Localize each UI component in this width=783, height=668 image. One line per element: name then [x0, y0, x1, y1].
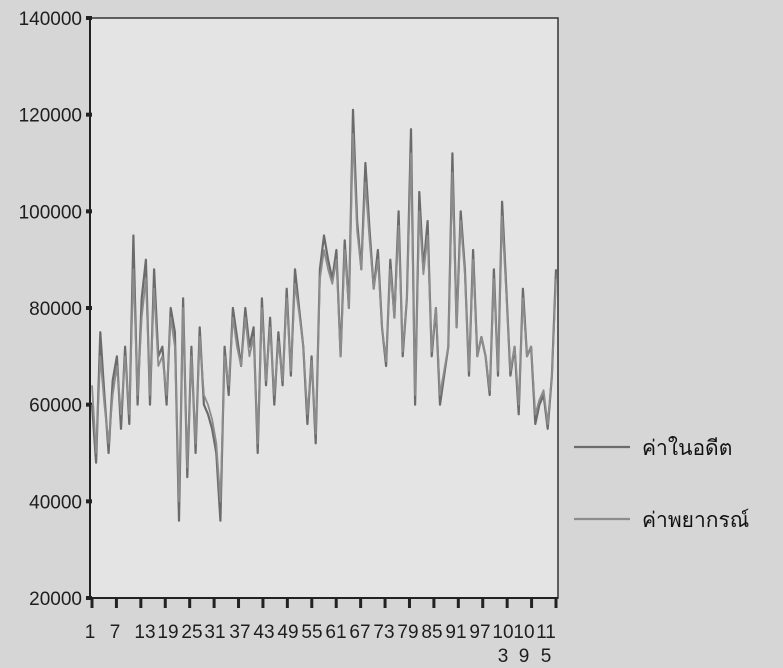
y-tick-label: 100000 — [19, 202, 82, 223]
x-tick-mark — [310, 598, 314, 608]
x-tick-mark — [407, 598, 411, 608]
y-tick-label: 140000 — [19, 9, 82, 30]
plot-frame — [89, 17, 559, 599]
x-tick-mark — [285, 598, 289, 608]
x-tick-label: 49 — [277, 622, 298, 643]
x-tick-label: 79 — [397, 622, 418, 643]
legend: ค่าในอดีตค่าพยากรณ์ — [574, 436, 749, 532]
x-tick-mark — [334, 598, 338, 608]
x-tick-label: 11 — [536, 622, 556, 643]
series-layer — [90, 108, 558, 522]
x-tick-label: 19 — [157, 622, 178, 643]
x-tick-mark — [359, 598, 363, 608]
x-tick-label: 37 — [229, 622, 250, 643]
x-tick-label: 55 — [301, 622, 322, 643]
x-tick-label: 31 — [204, 622, 225, 643]
x-tick-mark — [163, 598, 167, 608]
y-tick-mark — [86, 16, 92, 20]
plot-background — [89, 17, 559, 599]
y-axis: 20000 40000 60000 80000 100000 120000 140000 — [19, 9, 92, 610]
x-tick-mark — [212, 598, 216, 608]
y-tick-label: 120000 — [19, 106, 82, 127]
series-line — [91, 133, 557, 503]
x-tick-mark — [432, 598, 436, 608]
x-tick-label: 61 — [325, 622, 346, 643]
x-tick-mark — [90, 598, 94, 608]
x-tick-mark — [114, 598, 118, 608]
x-tick-label: 91 — [445, 622, 466, 643]
x-tick-label: 3 — [498, 646, 509, 667]
x-tick-mark — [505, 598, 509, 608]
x-tick-label: 7 — [110, 622, 121, 643]
y-tick-mark — [86, 499, 92, 504]
x-tick-label: 97 — [469, 622, 490, 643]
x-axis: 1 7 13 19 25 31 37 43 49 55 61 67 73 79 85 91 97 10 10 113 9… — [85, 597, 558, 667]
x-tick-mark — [188, 598, 192, 608]
y-tick-label: 60000 — [29, 396, 82, 417]
x-tick-mark — [139, 598, 143, 608]
x-tick-label: 85 — [421, 622, 442, 643]
x-tick-label: 1 — [85, 622, 96, 643]
x-tick-label: 10 — [513, 622, 534, 643]
x-tick-label: 73 — [373, 622, 394, 643]
x-tick-mark — [383, 598, 387, 608]
x-tick-label: 5 — [541, 646, 552, 667]
x-tick-label: 43 — [253, 622, 274, 643]
y-tick-mark — [86, 402, 92, 407]
x-tick-label: 9 — [519, 646, 530, 667]
legend-label: ค่าในอดีต — [642, 436, 732, 460]
x-tick-mark — [481, 598, 485, 608]
y-tick-mark — [86, 112, 92, 117]
x-tick-label: 13 — [134, 622, 155, 643]
y-tick-mark — [86, 209, 92, 214]
x-tick-mark — [456, 598, 460, 608]
x-tick-label: 10 — [492, 622, 513, 643]
x-tick-mark — [530, 598, 534, 608]
y-tick-label: 80000 — [29, 299, 82, 320]
x-tick-label: 25 — [181, 622, 202, 643]
x-tick-mark — [237, 598, 241, 608]
x-tick-label: 67 — [349, 622, 370, 643]
y-tick-mark — [86, 596, 92, 600]
x-tick-mark — [554, 598, 558, 608]
y-tick-label: 20000 — [29, 589, 82, 610]
y-tick-label: 40000 — [29, 492, 82, 513]
x-tick-mark — [261, 598, 265, 608]
legend-label: ค่าพยากรณ์ — [642, 508, 749, 532]
y-tick-mark — [86, 306, 92, 310]
